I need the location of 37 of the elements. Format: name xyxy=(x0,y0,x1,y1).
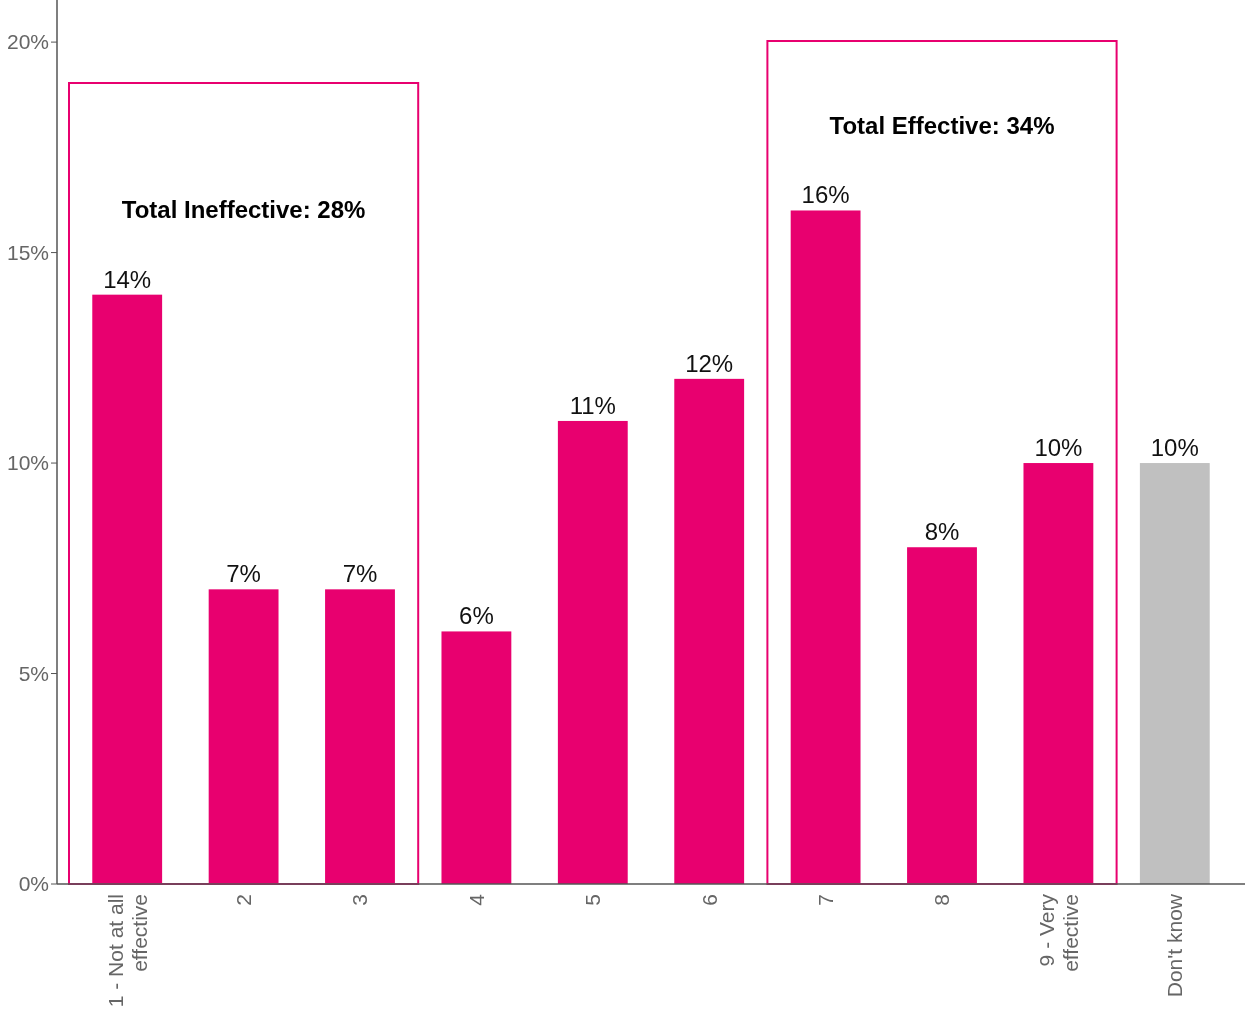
x-tick-label: 6 xyxy=(697,894,721,906)
bar xyxy=(441,631,512,884)
bar xyxy=(907,547,977,884)
data-label: 14% xyxy=(103,265,152,293)
bar xyxy=(557,420,628,884)
bar xyxy=(790,210,861,884)
bar xyxy=(325,589,395,884)
data-label: 7% xyxy=(342,560,378,588)
x-tick-label: 4 xyxy=(464,893,488,906)
x-tick-label: 7 xyxy=(813,894,837,906)
x-tick-label: Don't know xyxy=(1163,893,1187,998)
bar xyxy=(1139,463,1210,884)
y-tick-label: 20% xyxy=(6,30,49,54)
data-label: 6% xyxy=(459,602,494,630)
bar xyxy=(1023,463,1094,884)
bar xyxy=(674,378,745,884)
x-tick-label: 9 - Very effective xyxy=(1034,893,1082,972)
x-tick-label: 5 xyxy=(581,894,605,906)
data-label: 10% xyxy=(1034,434,1083,462)
y-tick-label: 10% xyxy=(6,451,49,475)
data-label: 12% xyxy=(685,349,734,377)
y-tick-label: 5% xyxy=(18,661,49,685)
data-label: 10% xyxy=(1150,434,1199,462)
x-tick-label: 1 - Not at all effective xyxy=(103,894,151,1008)
bar xyxy=(208,589,279,884)
bar xyxy=(92,294,163,884)
x-tick-label: 3 xyxy=(348,894,372,906)
x-tick-label: 2 xyxy=(231,894,255,906)
data-label: 8% xyxy=(924,518,960,546)
y-tick-label: 15% xyxy=(6,240,49,264)
annotation: Total Ineffective: 28% xyxy=(121,196,366,223)
x-tick-label: 8 xyxy=(930,894,954,906)
data-label: 11% xyxy=(569,391,616,419)
annotation: Total Effective: 34% xyxy=(829,112,1055,139)
y-tick-label: 0% xyxy=(18,872,49,896)
data-label: 16% xyxy=(801,181,850,209)
data-label: 7% xyxy=(226,560,261,588)
